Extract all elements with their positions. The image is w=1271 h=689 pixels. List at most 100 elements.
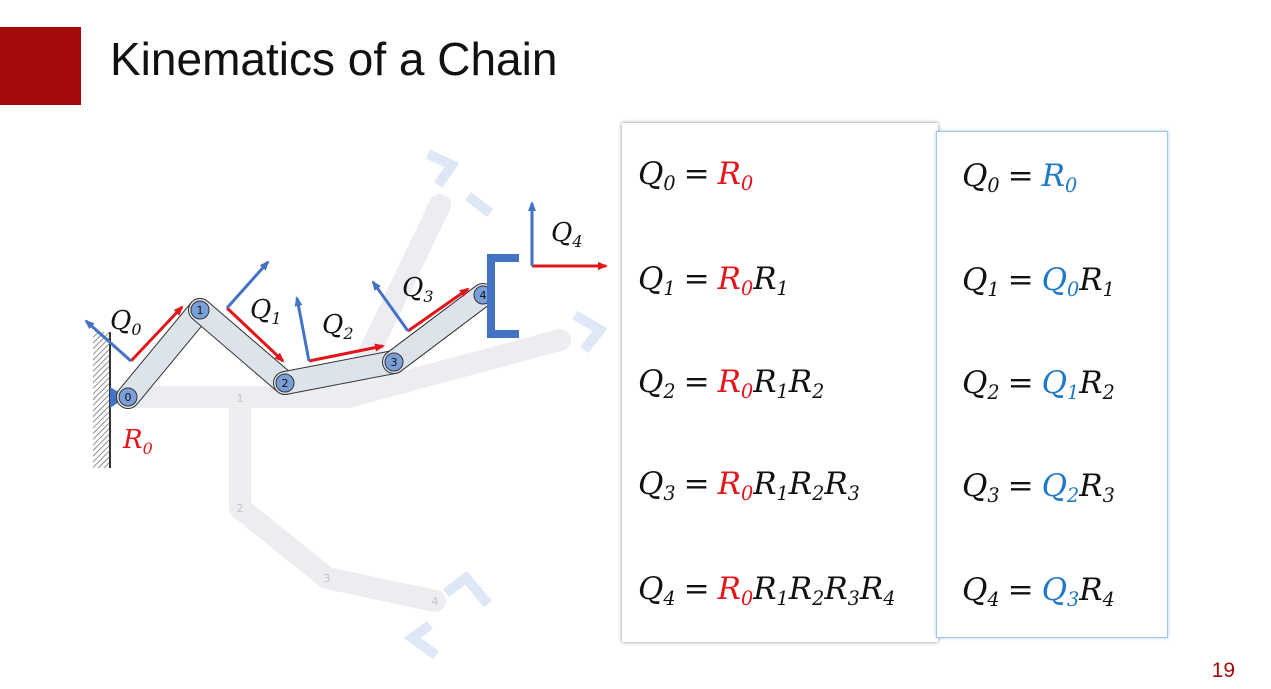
joint-2-label: 2 [282, 377, 289, 390]
term-symbol: Q [1041, 262, 1068, 298]
term: R4 [859, 571, 896, 610]
term-subscript: 0 [1064, 174, 1078, 198]
term-symbol: Q [1041, 468, 1068, 504]
lhs-symbol: Q [962, 262, 988, 298]
lhs-symbol: Q [962, 468, 988, 504]
term-subscript: 3 [1067, 588, 1080, 612]
term: R1 [753, 261, 789, 301]
left-equation-4: Q4 = R0R1R2R3R4 [638, 571, 895, 610]
joint-2-circle [275, 373, 295, 393]
term-symbol: R [1079, 365, 1103, 401]
term-symbol: R [753, 261, 777, 297]
term-subscript: 2 [812, 482, 825, 506]
right-equation-4: Q4 = Q3R4 [962, 572, 1115, 611]
lhs-subscript: 2 [663, 380, 676, 404]
term: R0 [717, 466, 754, 506]
term-symbol: R [717, 364, 741, 400]
ghost-grippers [403, 149, 608, 660]
term: R0 [718, 261, 754, 301]
joint-3-circle [384, 352, 404, 372]
frame-label-q2: Q2 [322, 310, 354, 343]
joint-0-label: 0 [125, 391, 132, 404]
lhs-subscript: 2 [987, 381, 1000, 405]
lhs-subscript: 1 [663, 277, 676, 301]
equals-sign: = [683, 156, 710, 192]
term-symbol: R [788, 571, 813, 607]
term: R2 [789, 364, 825, 404]
joint-1-circle [190, 300, 210, 320]
term: R2 [789, 466, 825, 506]
term-subscript: 0 [740, 482, 754, 506]
term-subscript: 2 [1102, 381, 1115, 405]
term: R1 [1079, 262, 1115, 302]
term-symbol: R [717, 156, 741, 192]
term: R1 [753, 466, 789, 505]
lhs-subscript: 1 [987, 278, 1000, 302]
frame-2-red-axis [308, 343, 385, 363]
ghost-joint-4: 4 [432, 595, 439, 608]
term-subscript: 1 [776, 277, 789, 301]
term: R0 [717, 364, 754, 404]
base-label-r0: R0 [122, 425, 153, 458]
term-subscript: 3 [847, 482, 860, 506]
lhs-subscript: 0 [987, 174, 1000, 198]
term-symbol: R [717, 466, 741, 502]
lhs-symbol: Q [962, 572, 988, 608]
term-subscript: 1 [776, 380, 789, 404]
term-symbol: R [1041, 158, 1065, 194]
lhs-symbol: Q [638, 156, 664, 192]
equations-panel-right: Q0 = R0 Q1 = Q0R1 Q2 = Q1R2 Q3 = Q2R3 Q4 = Q3R4 [936, 131, 1168, 638]
frame-arrows [84, 201, 608, 363]
term-symbol: R [859, 571, 884, 607]
frame-1-blue-axis [225, 260, 270, 309]
joint-3-label: 3 [391, 356, 398, 369]
term-symbol: Q [1041, 365, 1068, 401]
term: R0 [717, 156, 754, 195]
lhs-symbol: Q [962, 365, 988, 401]
term: R3 [1079, 468, 1115, 508]
equals-sign: = [683, 571, 710, 607]
term-symbol: R [824, 466, 848, 502]
term-subscript: 1 [1102, 278, 1115, 302]
left-equation-3: Q3 = R0R1R2R3 [638, 466, 860, 505]
term-subscript: 2 [812, 380, 825, 404]
frame-3-blue-axis [371, 280, 410, 332]
ghost-joint-1: 1 [237, 392, 244, 405]
ghost-joint-2: 2 [237, 502, 244, 515]
lhs-subscript: 3 [663, 482, 676, 506]
lhs-symbol: Q [638, 571, 664, 607]
frame-label-q0: Q0 [110, 306, 142, 339]
lhs-subscript: 4 [663, 587, 676, 611]
term-subscript: 2 [1067, 484, 1080, 508]
term: R2 [788, 571, 825, 610]
right-equation-3: Q3 = Q2R3 [962, 468, 1115, 507]
left-equation-0: Q0 = R0 [638, 156, 753, 195]
term-subscript: 0 [740, 277, 754, 301]
lhs-symbol: Q [638, 466, 664, 502]
term-symbol: R [717, 571, 741, 607]
equals-sign: = [1007, 365, 1034, 401]
right-equation-2: Q2 = Q1R2 [962, 365, 1115, 404]
term: Q0 [1041, 262, 1080, 302]
lhs-symbol: Q [638, 364, 664, 400]
term: Q2 [1041, 468, 1080, 508]
left-equation-2: Q2 = R0R1R2 [638, 364, 824, 403]
frame-label-q1: Q1 [250, 295, 282, 328]
term-symbol: R [824, 571, 848, 607]
frame-label-q4: Q4 [551, 218, 583, 251]
lhs-subscript: 0 [663, 172, 676, 196]
term-symbol: R [753, 364, 777, 400]
gripper [487, 254, 519, 338]
term-subscript: 0 [740, 380, 754, 404]
term: Q1 [1041, 365, 1080, 404]
term-symbol: Q [1041, 572, 1068, 608]
frame-1-red-axis [225, 306, 285, 363]
term: R0 [1041, 158, 1078, 198]
left-equation-1: Q1 = R0R1 [638, 261, 789, 300]
term: R2 [1079, 365, 1115, 405]
term-subscript: 3 [1102, 484, 1115, 508]
lhs-subscript: 4 [987, 588, 1000, 612]
term-subscript: 3 [847, 587, 860, 611]
lhs-symbol: Q [638, 261, 664, 297]
term-subscript: 0 [1067, 278, 1080, 302]
